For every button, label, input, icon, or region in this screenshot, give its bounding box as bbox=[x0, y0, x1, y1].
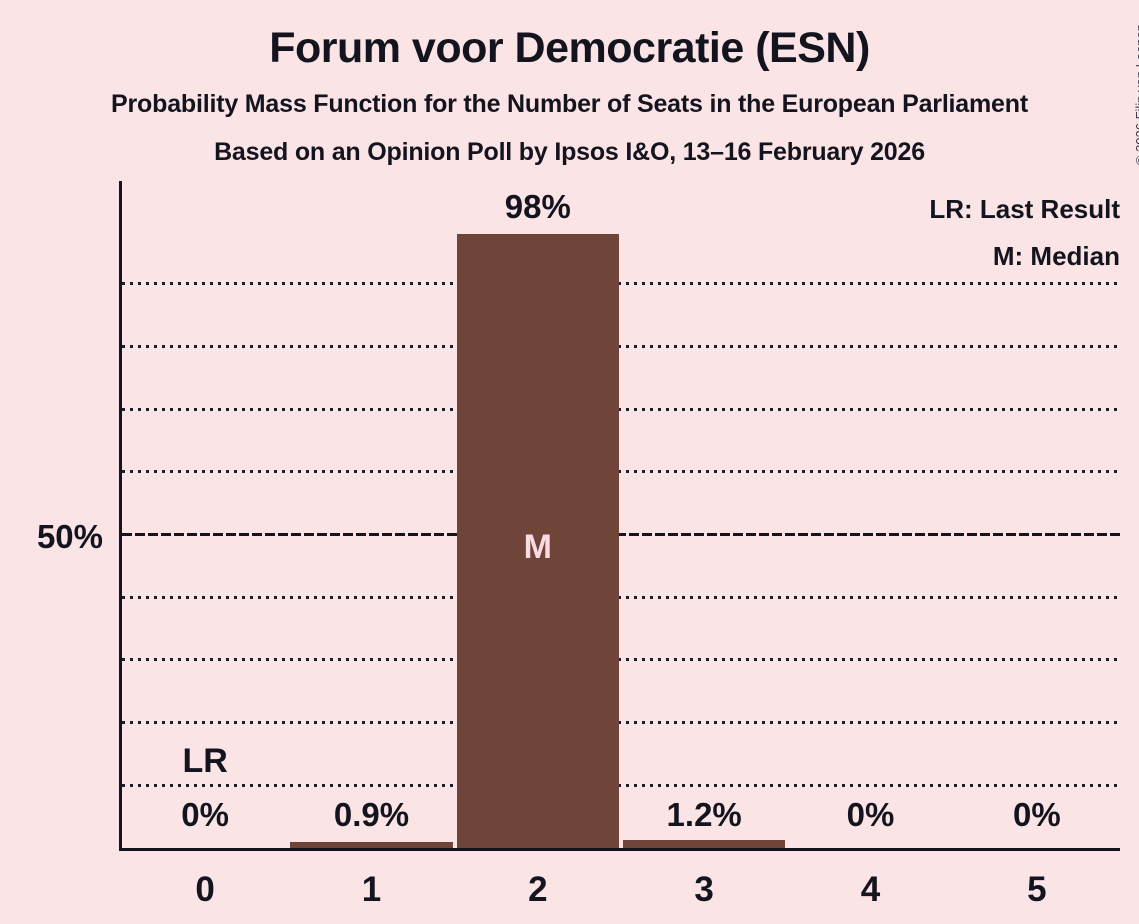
copyright-notice: © 2026 Filip van Laenen bbox=[1133, 24, 1139, 165]
plot-area bbox=[119, 181, 1120, 851]
gridline-10-percent bbox=[122, 783, 1120, 787]
gridline-20-percent bbox=[122, 721, 1120, 725]
x-tick-label-4: 4 bbox=[860, 870, 881, 909]
fifty-percent-line bbox=[122, 533, 1120, 536]
gridline-70-percent bbox=[122, 407, 1120, 411]
legend-median: M: Median bbox=[992, 241, 1120, 271]
x-tick-label-2: 2 bbox=[528, 870, 548, 909]
x-tick-label-1: 1 bbox=[361, 870, 382, 909]
bar-value-label-0: 0% bbox=[181, 796, 230, 833]
gridline-60-percent bbox=[122, 470, 1120, 474]
x-tick-label-5: 5 bbox=[1027, 870, 1047, 909]
last-result-marker-label: LR bbox=[182, 742, 228, 780]
bar-value-label-1: 0.9% bbox=[333, 796, 410, 833]
x-tick-label-3: 3 bbox=[694, 870, 714, 909]
bar-value-label-3: 1.2% bbox=[666, 796, 742, 833]
chart-poll-note: Based on an Opinion Poll by Ipsos I&O, 1… bbox=[214, 138, 925, 166]
gridline-90-percent bbox=[122, 282, 1120, 286]
gridline-40-percent bbox=[122, 595, 1120, 599]
chart-subtitle: Probability Mass Function for the Number… bbox=[111, 90, 1028, 118]
bar-seats-2 bbox=[456, 233, 619, 848]
y-axis-tick-label: 50% bbox=[36, 518, 103, 555]
x-tick-label-0: 0 bbox=[195, 870, 215, 909]
chart-title: Forum voor Democratie (ESN) bbox=[269, 24, 870, 72]
bar-value-label-2: 98% bbox=[504, 187, 571, 225]
gridline-80-percent bbox=[122, 344, 1120, 348]
legend: LR: Last Result M: Median bbox=[929, 186, 1120, 280]
bar-value-label-5: 0% bbox=[1012, 796, 1061, 833]
median-marker-label: M bbox=[523, 528, 552, 566]
legend-last-result: LR: Last Result bbox=[929, 194, 1120, 224]
bar-seats-1 bbox=[290, 842, 453, 848]
bar-value-label-4: 0% bbox=[846, 796, 895, 833]
gridline-30-percent bbox=[122, 658, 1120, 662]
bar-seats-3 bbox=[623, 840, 786, 848]
